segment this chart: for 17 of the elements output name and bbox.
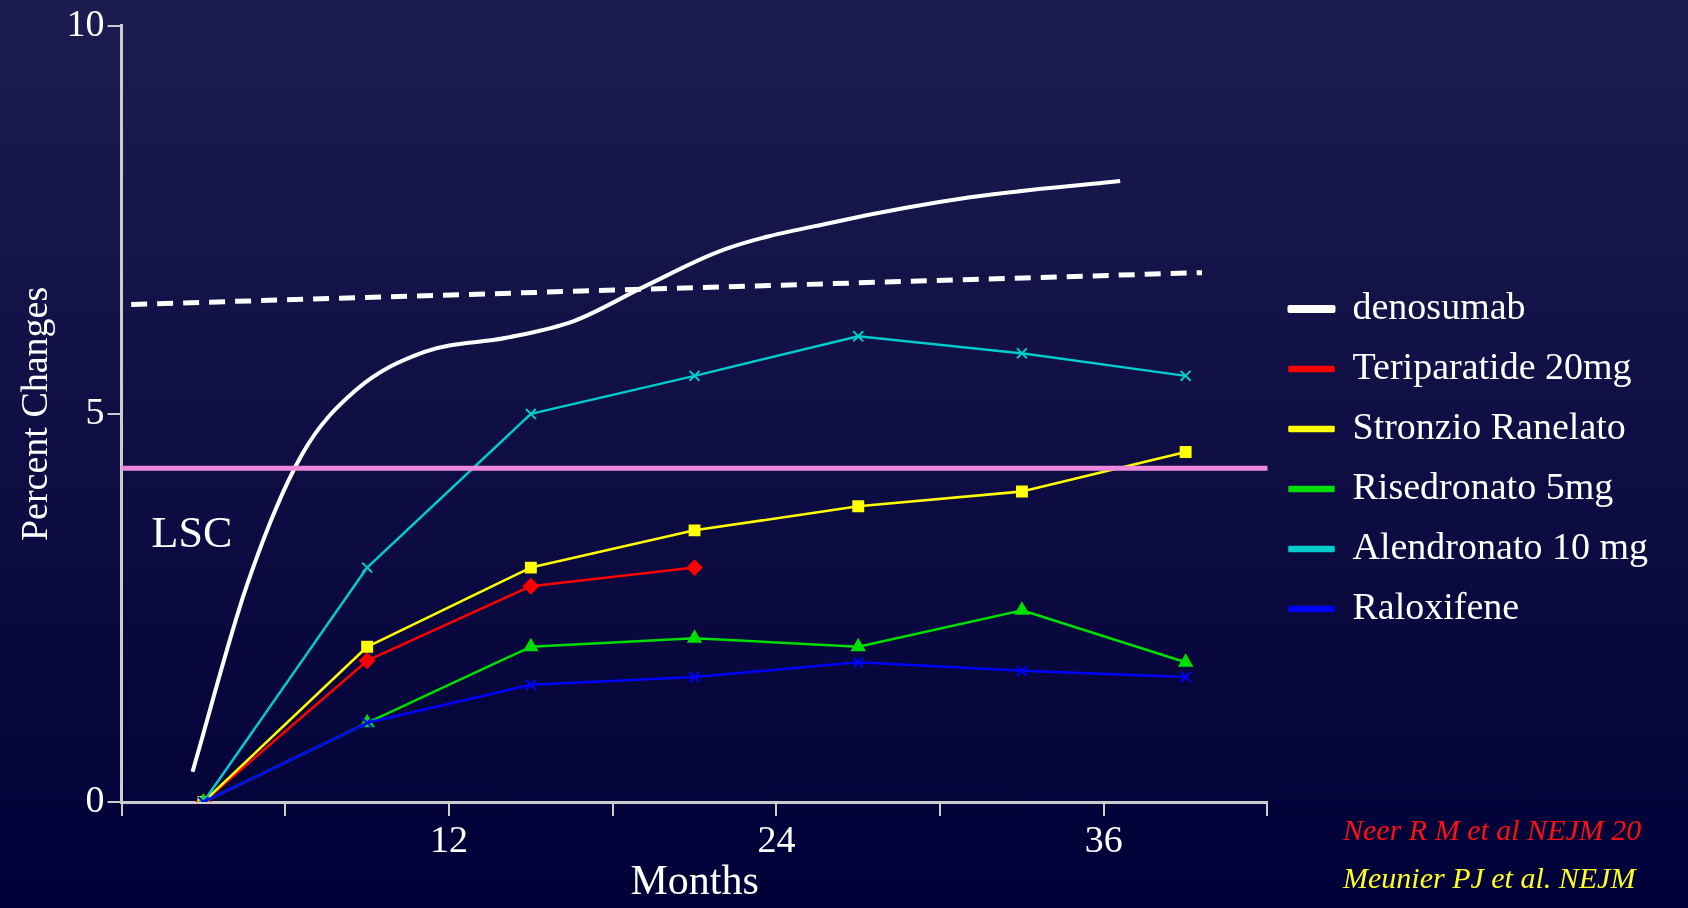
x-axis-title: Months bbox=[630, 856, 759, 903]
text: Meunier PJ et al. NEJM bbox=[1342, 860, 1638, 894]
y-tick-label: 10 bbox=[66, 1, 105, 44]
y-axis-title: Percent Changes bbox=[12, 286, 55, 542]
x-tick-label: 36 bbox=[1084, 817, 1123, 860]
legend-label: denosumab bbox=[1352, 284, 1526, 327]
text: Neer R M et al NEJM 20 bbox=[1342, 812, 1642, 846]
legend-label: Teriparatide 20mg bbox=[1352, 344, 1632, 387]
legend-label: Raloxifene bbox=[1352, 584, 1520, 627]
legend-label: Alendronato 10 mg bbox=[1352, 524, 1649, 567]
ref-line-label: LSC bbox=[151, 507, 233, 557]
legend-label: Risedronato 5mg bbox=[1352, 464, 1614, 507]
x-tick-label: 24 bbox=[757, 817, 796, 860]
x-tick-label: 12 bbox=[430, 817, 468, 860]
legend-label: Stronzio Ranelato bbox=[1352, 404, 1626, 447]
y-tick-label: 0 bbox=[85, 777, 105, 820]
y-tick-label: 5 bbox=[85, 389, 105, 432]
